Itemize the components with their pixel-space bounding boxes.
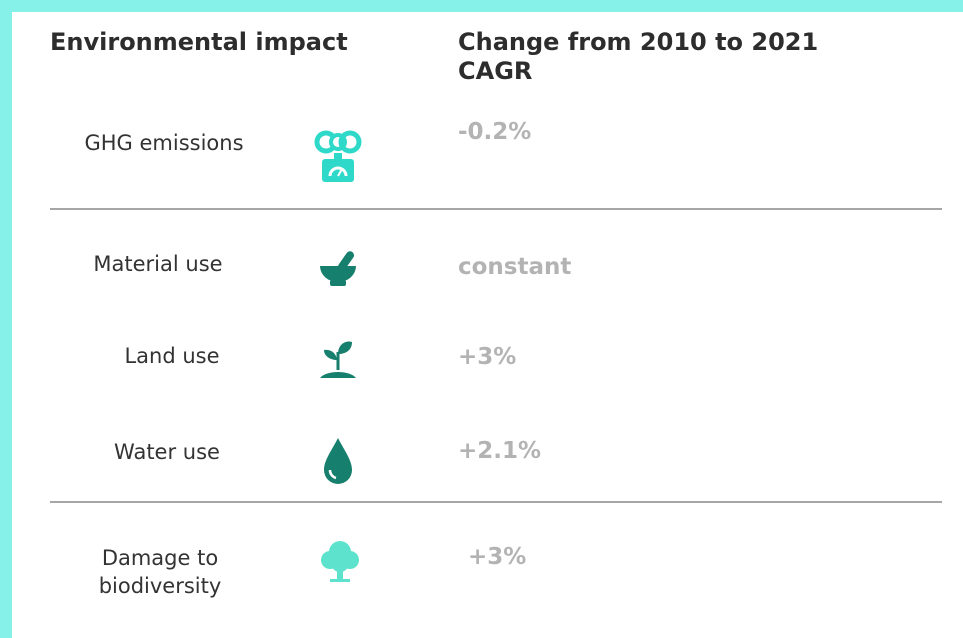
row-label: GHG emissions <box>84 131 244 155</box>
row-value: +2.1% <box>458 438 542 464</box>
row-value: +3% <box>468 544 527 570</box>
column-title: Change from 2010 to 2021 CAGR <box>458 28 819 85</box>
divider <box>50 501 942 503</box>
mortar-icon <box>320 251 356 286</box>
drop-icon <box>324 438 352 484</box>
row-value: -0.2% <box>458 119 532 145</box>
divider <box>50 208 942 210</box>
column-title: Environmental impact <box>50 28 348 56</box>
tree-icon <box>321 541 359 582</box>
row-value: constant <box>458 254 572 280</box>
ghg-icon <box>314 130 362 182</box>
row-label: Land use <box>124 344 220 368</box>
row-label: Damage to biodiversity <box>98 546 222 598</box>
row-label: Water use <box>114 440 220 464</box>
sprout-icon <box>320 341 356 378</box>
panel: Environmental impact Change from 2010 to… <box>12 12 963 638</box>
row-label: Material use <box>93 252 223 276</box>
row-value: +3% <box>458 344 517 370</box>
